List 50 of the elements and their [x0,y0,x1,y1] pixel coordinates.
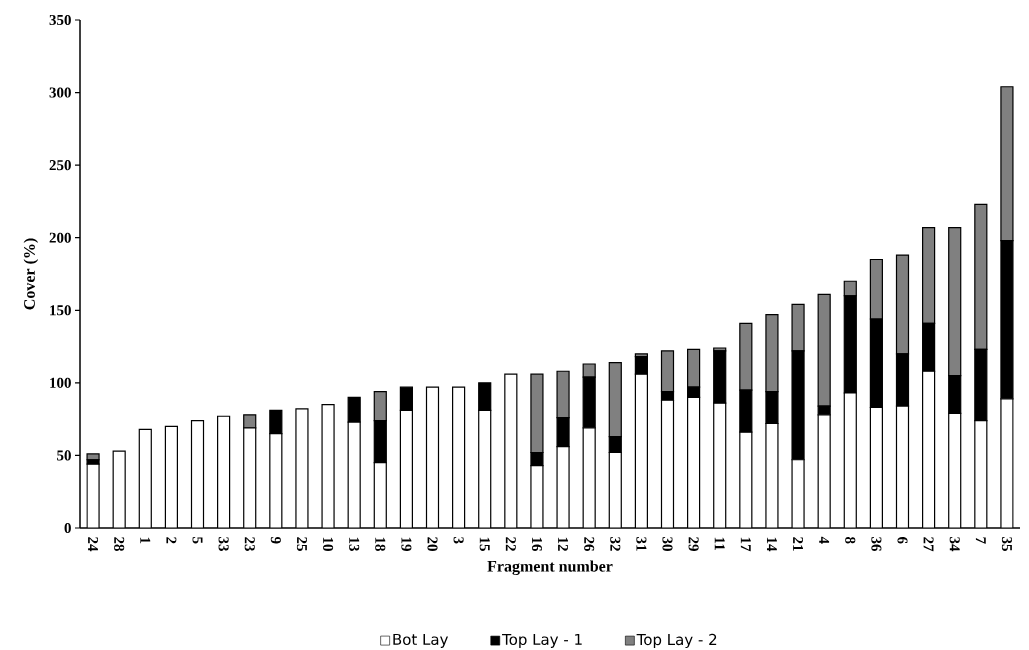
x-tick-label: 27 [923,537,934,552]
x-tick-label: 26 [584,537,595,552]
x-tick-label: 2 [166,537,177,544]
x-tick-label: 11 [714,537,725,550]
y-tick-label: 50 [57,450,71,461]
y-tick-label: 200 [49,232,71,243]
x-tick-label: 19 [401,537,412,551]
x-tick-label: 22 [505,537,516,551]
x-tick-label: 12 [558,537,569,551]
x-tick-label: 33 [218,537,229,551]
x-tick-label: 25 [296,537,307,551]
x-tick-label: 34 [949,537,960,552]
x-tick-label: 1 [140,537,151,544]
x-tick-label: 17 [740,537,751,552]
y-tick-label: 250 [49,160,71,171]
y-tick-label: 150 [50,305,71,316]
x-tick-label: 31 [636,537,647,551]
x-tick-label: 32 [610,537,621,551]
x-tick-label: 30 [662,537,673,551]
x-tick-label: 6 [897,537,908,544]
x-tick-label: 3 [453,537,464,544]
x-tick-label: 4 [819,536,830,544]
x-tick-label: 9 [270,536,281,544]
x-axis-title: Fragment number [487,560,613,576]
x-tick-label: 21 [793,537,804,551]
y-axis-title: Cover (%) [23,238,39,310]
y-tick-label: 0 [64,522,71,534]
legend-label: Bot Lay [393,633,449,648]
x-tick-label: 18 [375,537,386,552]
x-tick-label: 35 [1001,537,1012,551]
y-tick-label: 300 [49,87,71,98]
x-tick-label: 5 [192,537,203,544]
x-tick-label: 7 [975,537,986,544]
x-tick-label: 20 [427,537,438,551]
x-tick-label: 36 [871,537,882,552]
x-tick-label: 8 [845,537,856,544]
x-tick-label: 10 [323,537,334,551]
y-tick-label: 350 [49,14,71,26]
legend-label: Top Lay - 1 [502,633,582,648]
x-tick-label: 28 [114,537,125,552]
bar [86,453,100,461]
x-tick-label: 23 [244,537,255,551]
x-tick-label: 16 [531,537,542,552]
x-tick-label: 13 [349,537,360,551]
y-tick-label: 100 [50,377,71,388]
x-tick-label: 14 [766,537,777,552]
x-tick-label: 29 [688,537,699,551]
x-tick-label: 24 [88,537,99,552]
legend-label: Top Lay - 2 [636,633,717,649]
x-tick-label: 15 [479,537,490,551]
